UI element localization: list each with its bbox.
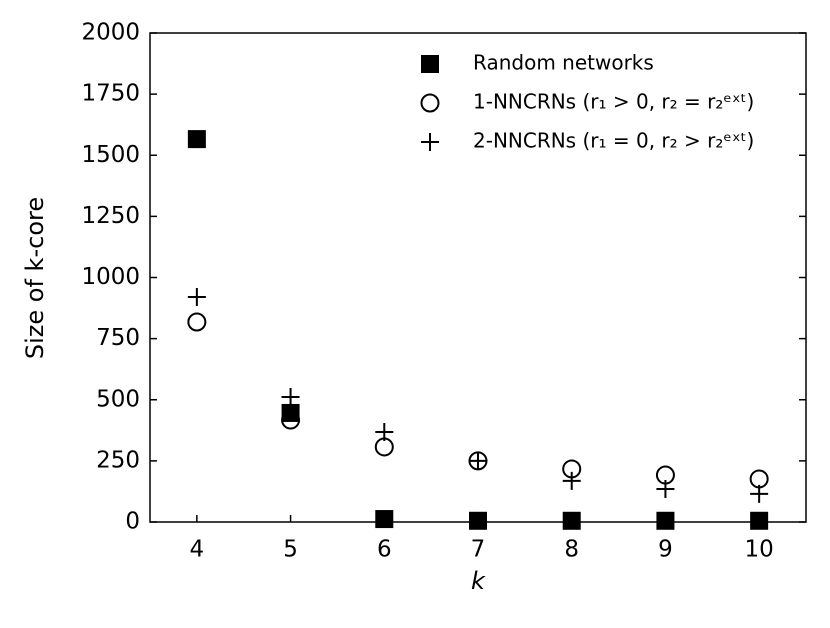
square-marker (656, 511, 675, 530)
plus-marker (656, 479, 675, 498)
square-marker (281, 403, 300, 422)
y-axis-label: Size of k-core (21, 197, 49, 359)
x-tick-label: 6 (377, 537, 392, 563)
y-tick-label: 2000 (81, 20, 140, 46)
y-tick-label: 1250 (81, 203, 140, 229)
y-tick-label: 0 (125, 509, 140, 535)
square-marker (187, 130, 206, 149)
legend-label: 1-NNCRNs (r₁ > 0, r₂ = r₂ᵉˣᵗ) (473, 90, 754, 114)
square-marker (375, 510, 394, 529)
x-tick-label: 7 (471, 537, 486, 563)
plus-marker (750, 484, 769, 503)
x-axis-label: k (471, 567, 486, 595)
y-tick-label: 250 (96, 447, 140, 473)
y-tick-label: 750 (96, 325, 140, 351)
square-marker (562, 511, 581, 530)
legend-label: 2-NNCRNs (r₁ = 0, r₂ > r₂ᵉˣᵗ) (473, 129, 754, 153)
plus-marker (281, 388, 300, 407)
x-tick-label: 10 (745, 537, 774, 563)
plus-marker (469, 451, 487, 470)
legend-marker (421, 55, 439, 73)
y-tick-label: 1750 (81, 81, 140, 107)
y-tick-label: 1500 (81, 142, 140, 168)
x-tick-label: 4 (190, 537, 205, 563)
x-tick-label: 9 (658, 537, 673, 563)
circle-marker (187, 312, 207, 332)
legend-label: Random networks (473, 51, 654, 75)
plus-marker (375, 423, 394, 442)
y-tick-label: 1000 (81, 264, 140, 290)
square-marker (469, 511, 487, 530)
y-tick-label: 500 (96, 386, 140, 412)
plus-marker (562, 471, 581, 490)
x-tick-label: 5 (283, 537, 298, 563)
plus-marker (187, 288, 206, 307)
x-tick-label: 8 (564, 537, 579, 563)
legend-marker (420, 93, 440, 113)
square-marker (750, 511, 769, 530)
circle-marker (281, 410, 301, 430)
legend-marker (421, 133, 439, 151)
